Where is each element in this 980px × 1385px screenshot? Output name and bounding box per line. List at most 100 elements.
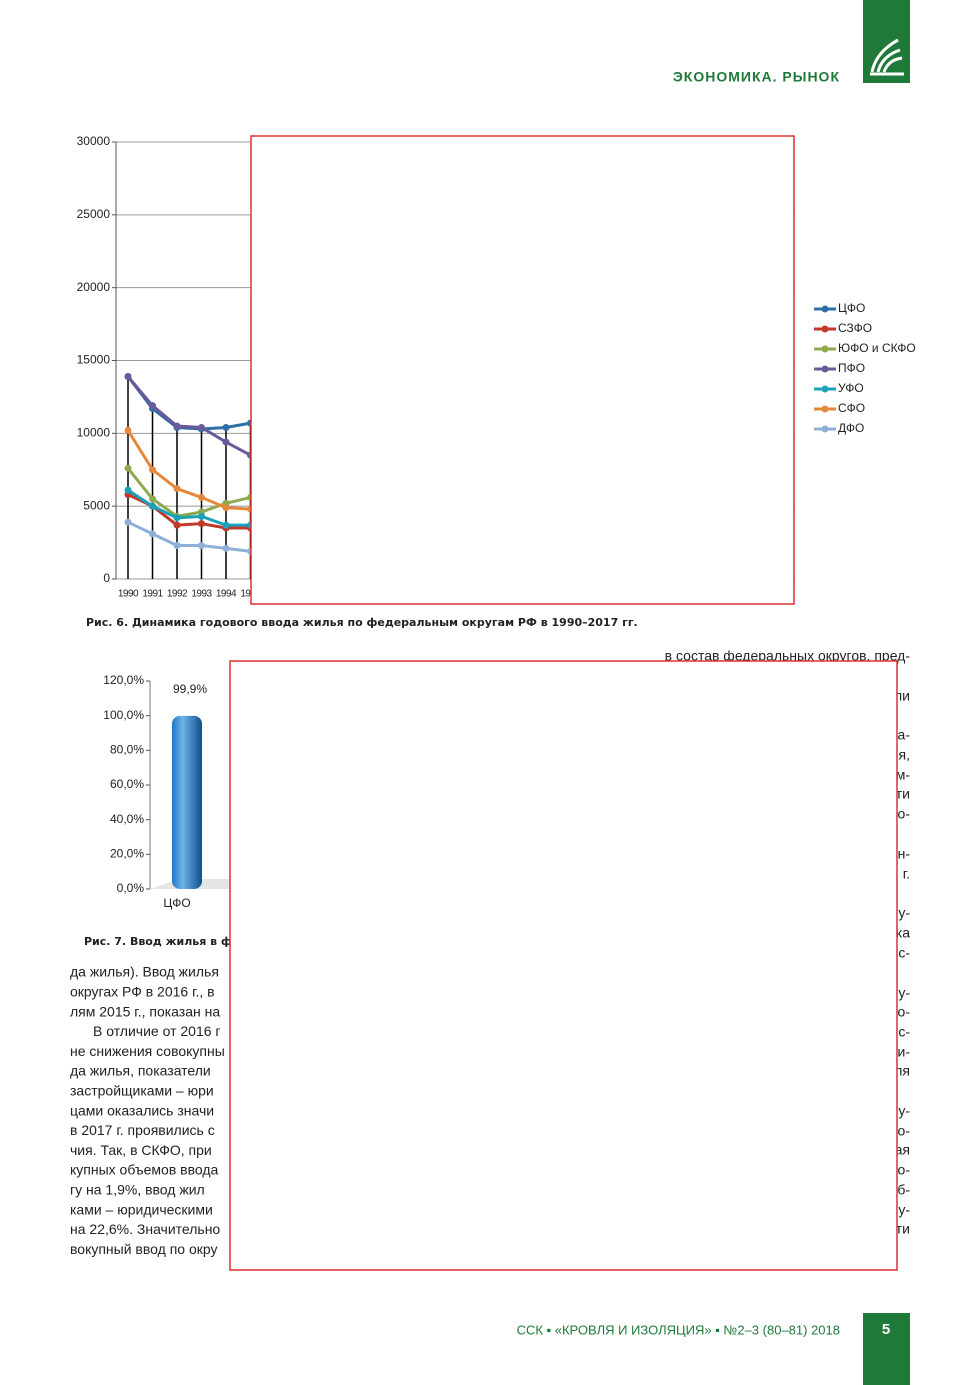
text-line: цами оказались значи xyxy=(70,1102,214,1118)
y-tick-label: 120,0% xyxy=(103,673,144,687)
legend-marker xyxy=(821,305,829,313)
y-tick-label: 80,0% xyxy=(110,743,144,757)
y-tick-label: 10000 xyxy=(77,426,111,440)
logo-icon xyxy=(870,38,904,76)
page-number: 5 xyxy=(882,1321,890,1338)
text-line: о- xyxy=(898,1004,911,1020)
series-line xyxy=(126,429,251,511)
point xyxy=(222,544,230,552)
legend-label: ЮФО и СКФО xyxy=(838,341,916,355)
point xyxy=(198,512,205,520)
point xyxy=(222,504,230,512)
legend-marker xyxy=(821,425,829,433)
x-tick-label: 1991 xyxy=(142,589,163,600)
y-tick-label: 100,0% xyxy=(103,708,144,722)
legend-marker xyxy=(821,345,829,353)
y-tick-label: 0,0% xyxy=(117,881,145,895)
text-line: вокупный ввод по окру xyxy=(70,1241,218,1257)
x-tick-label: 1992 xyxy=(167,589,188,600)
text-line: с- xyxy=(898,1024,910,1040)
text-line: и- xyxy=(898,1044,911,1060)
legend-label: ДФО xyxy=(838,421,864,435)
series-line xyxy=(127,520,251,553)
point xyxy=(149,495,156,503)
legend-marker xyxy=(821,405,829,413)
legend-label: ЦФО xyxy=(838,301,865,315)
text-line: а- xyxy=(898,727,911,743)
text-line: на 22,6%. Значительно xyxy=(70,1221,220,1237)
point xyxy=(124,464,132,472)
legend-marker xyxy=(821,325,829,333)
figure-caption: Рис. 7. Ввод жилья в феде xyxy=(84,935,256,948)
text-line: лям 2015 г., показан на xyxy=(70,1003,220,1019)
y-tick-label: 30000 xyxy=(77,134,111,148)
text-line: у- xyxy=(898,985,910,1001)
text-line: о- xyxy=(898,806,911,822)
y-tick-label: 20000 xyxy=(77,280,111,294)
text-line: н- xyxy=(898,846,911,862)
point xyxy=(222,424,230,432)
x-tick-label: 1993 xyxy=(191,589,212,600)
text-line: о- xyxy=(898,1123,911,1139)
x-tick-label: 1994 xyxy=(216,589,237,600)
point xyxy=(149,466,156,474)
text-line: да жилья, показатели xyxy=(70,1063,211,1079)
point xyxy=(198,493,205,501)
text-line: ли xyxy=(894,688,910,704)
text-line: о- xyxy=(898,1162,911,1178)
logo-block xyxy=(863,0,910,83)
text-line: да жилья). Ввод жилья xyxy=(70,964,219,980)
text-line: не снижения совокупны xyxy=(70,1043,225,1059)
point xyxy=(222,438,230,446)
series-line xyxy=(126,375,251,431)
text-line: округах РФ в 2016 г., в xyxy=(70,984,215,1000)
text-line: купных объемов ввода xyxy=(70,1162,219,1178)
text-line: у- xyxy=(898,1202,910,1218)
point xyxy=(173,541,181,549)
point xyxy=(124,373,132,381)
y-tick-label: 40,0% xyxy=(110,812,144,826)
legend-label: ПФО xyxy=(838,361,865,375)
point xyxy=(198,424,205,432)
figure-caption: Рис. 6. Динамика годового ввода жилья по… xyxy=(86,616,638,629)
point xyxy=(149,402,156,410)
text-line: б- xyxy=(897,1182,910,1198)
point xyxy=(222,521,230,529)
page-number-block xyxy=(863,1313,910,1385)
text-line: ая xyxy=(895,1142,910,1158)
text-line: г. xyxy=(903,866,910,882)
text-line: ти xyxy=(896,1221,910,1237)
redaction-box xyxy=(229,660,898,1271)
y-tick-label: 0 xyxy=(103,571,110,585)
point xyxy=(124,426,132,434)
point xyxy=(124,518,132,526)
text-line: в 2017 г. проявились с xyxy=(70,1122,215,1138)
text-line: В отличие от 2016 г xyxy=(93,1023,221,1039)
series-line xyxy=(126,467,251,518)
point xyxy=(173,422,181,430)
legend-marker xyxy=(821,365,829,373)
y-tick-label: 25000 xyxy=(77,207,111,221)
y-tick-label: 60,0% xyxy=(110,777,144,791)
point xyxy=(149,502,156,510)
text-line: ка xyxy=(896,925,910,941)
legend-label: СЗФО xyxy=(838,321,872,335)
series-line xyxy=(127,488,251,527)
point xyxy=(124,486,132,494)
legend-marker xyxy=(821,385,829,393)
text-line: ля xyxy=(894,1063,910,1079)
text-line: гу на 1,9%, ввод жил xyxy=(70,1182,205,1198)
point xyxy=(173,514,181,522)
text-line: у- xyxy=(898,905,910,921)
y-tick-label: 20,0% xyxy=(110,847,144,861)
point xyxy=(198,520,205,528)
point xyxy=(173,485,181,493)
point xyxy=(198,541,205,549)
y-tick-label: 15000 xyxy=(77,353,111,367)
text-line: ти xyxy=(896,786,910,802)
section-title: ЭКОНОМИКА. РЫНОК xyxy=(673,69,840,85)
text-line: ками – юридическими xyxy=(70,1201,213,1217)
point xyxy=(149,530,156,538)
x-tick-label: ЦФО xyxy=(163,896,190,910)
